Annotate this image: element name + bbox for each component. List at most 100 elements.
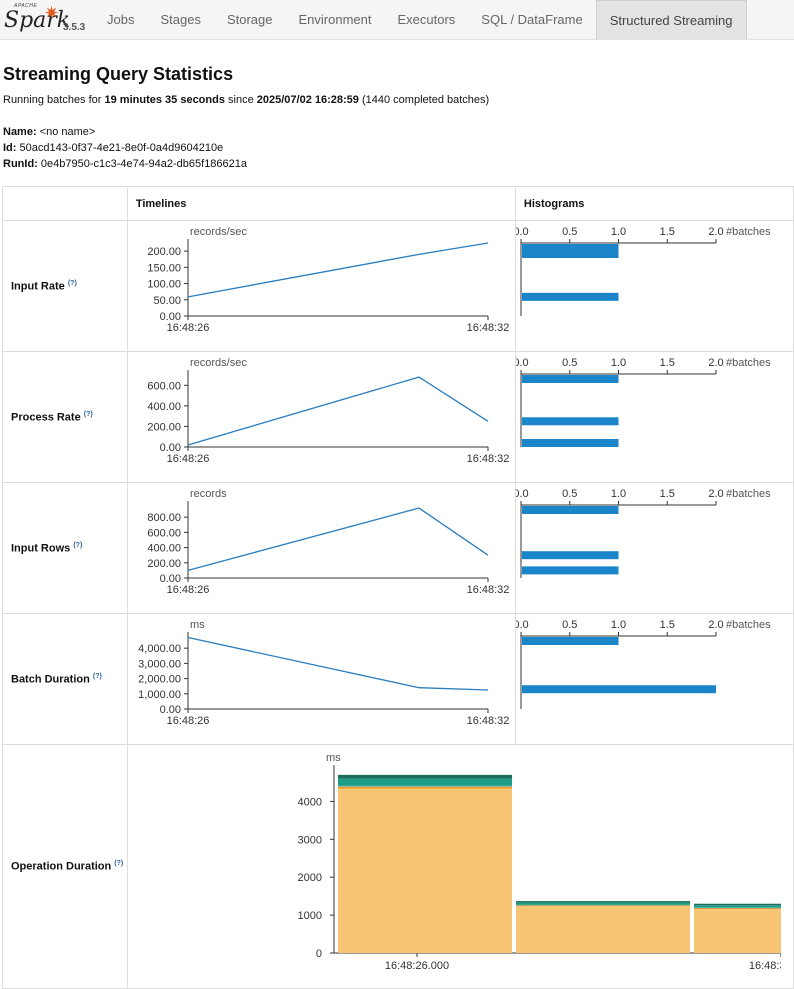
timeline-unit-label: records — [190, 488, 227, 500]
tab-jobs[interactable]: Jobs — [107, 12, 135, 27]
y-tick-label: 200.00 — [147, 421, 181, 433]
operation-duration-cell: ms 0 1000 2000 3000 4000 16:48:26.000 16:48:32.… — [126, 744, 794, 989]
timeline-unit-label: records/sec — [190, 226, 247, 238]
hist-tick-label: 0.5 — [562, 488, 577, 500]
y-tick-label: 800.00 — [147, 512, 181, 524]
row-process-rate: Process Rate (?) records/sec 0.00 200.00 40… — [2, 351, 794, 483]
stacked-bar-segment — [337, 786, 512, 788]
header-timelines: Timelines — [126, 186, 516, 221]
stacked-bar-segment — [515, 904, 690, 906]
y-tick-label: 600.00 — [147, 380, 181, 392]
nav-tabs: Jobs Stages Storage Environment Executor… — [94, 0, 747, 39]
help-icon[interactable]: (?) — [73, 541, 83, 549]
timeline-cell: ms 0.00 1,000.00 2,000.00 3,000.00 4,000.00 16… — [126, 613, 516, 745]
start-time: 2025/07/02 16:28:59 — [256, 94, 359, 106]
y-tick-label: 2,000.00 — [138, 674, 181, 686]
x-tick-label: 16:48:32 — [466, 584, 508, 596]
row-input-rate: Input Rate (?) records/sec 0.00 50.00 100.0… — [2, 220, 794, 352]
timeline-input-rows: records 0.00 200.00 400.00 600.00 800.00 16:48… — [147, 488, 509, 596]
help-icon[interactable]: (?) — [114, 860, 124, 868]
row-label-text: Batch Duration — [11, 673, 90, 686]
y-tick-label: 4000 — [297, 796, 321, 808]
operation-duration-chart: ms 0 1000 2000 3000 4000 16:48:26.000 16:48:32.… — [297, 752, 794, 972]
tab-structured-streaming[interactable]: Structured Streaming — [595, 0, 747, 39]
tab-executors[interactable]: Executors — [397, 12, 456, 27]
y-tick-label: 0.00 — [159, 704, 180, 716]
hist-tick-label: 0.5 — [562, 226, 577, 238]
x-tick-label: 16:48:26 — [166, 584, 209, 596]
tab-environment[interactable]: Environment — [298, 12, 372, 27]
y-tick-label: 100.00 — [147, 279, 181, 291]
x-tick-label: 16:48:32 — [466, 453, 508, 465]
row-operation-duration: Operation Duration (?) ms 0 1000 2000 3000 40… — [2, 744, 794, 989]
query-id: Id: 50acd143-0f37-4e21-8e0f-0a4d9604210e — [3, 142, 223, 154]
hist-tick-label: 0.5 — [562, 619, 577, 631]
timeline-batch-duration: ms 0.00 1,000.00 2,000.00 3,000.00 4,000.00 16… — [138, 619, 509, 727]
header-histograms: Histograms — [514, 186, 794, 221]
stacked-bar-segment — [515, 901, 690, 903]
hist-tick-label: 2.0 — [708, 488, 723, 500]
histogram-bar — [521, 375, 619, 383]
hist-tick-label: 0.0 — [516, 226, 529, 238]
id-label: Id: — [3, 142, 17, 154]
x-tick-label: 16:48:26 — [166, 453, 209, 465]
apache-label: APACHE — [14, 3, 38, 9]
spark-star-icon: ✷ — [44, 3, 60, 23]
help-icon[interactable]: (?) — [67, 279, 77, 287]
y-tick-label: 150.00 — [147, 262, 181, 274]
stacked-bar-segment — [337, 788, 512, 953]
y-tick-label: 200.00 — [147, 558, 181, 570]
hist-tick-label: 1.5 — [660, 619, 675, 631]
help-icon[interactable]: (?) — [92, 672, 102, 680]
stacked-bar-segment — [337, 785, 512, 787]
label-operation-duration: Operation Duration (?) — [2, 744, 128, 989]
row-input-rows: Input Rows (?) records 0.00 200.00 400.00 60… — [2, 482, 794, 614]
hist-tick-label: 1.0 — [611, 357, 626, 369]
running-duration: 19 minutes 35 seconds — [104, 94, 225, 106]
y-tick-label: 2000 — [297, 872, 321, 884]
y-tick-label: 1,000.00 — [138, 689, 181, 701]
header-blank — [2, 186, 128, 221]
histogram-input-rate: 0.0 0.5 1.0 1.5 2.0 #batches — [513, 226, 771, 316]
running-summary: Running batches for 19 minutes 35 second… — [3, 94, 489, 106]
histogram-process-rate: 0.0 0.5 1.0 1.5 2.0 #batches — [513, 357, 771, 447]
name-label: Name: — [3, 126, 37, 138]
series-line — [187, 507, 489, 572]
x-tick-label: 16:48:26 — [166, 715, 209, 727]
y-tick-label: 3,000.00 — [138, 658, 181, 670]
hist-tick-label: 2.0 — [708, 619, 723, 631]
tab-stages[interactable]: Stages — [160, 12, 201, 27]
spark-wordmark: Spark — [4, 8, 71, 33]
stacked-bar-segment — [515, 906, 690, 953]
spark-logo[interactable]: APACHE Spark ✷ 3.5.3 — [2, 2, 94, 38]
timeline-cell: records 0.00 200.00 400.00 600.00 800.00 16:48… — [126, 482, 516, 614]
histogram-input-rows: 0.0 0.5 1.0 1.5 2.0 #batches — [513, 488, 771, 578]
hist-tick-label: 0.5 — [562, 357, 577, 369]
header-row: Timelines Histograms — [2, 186, 794, 221]
row-label-text: Input Rows — [11, 542, 71, 555]
runid-label: RunId: — [3, 158, 38, 170]
tab-storage[interactable]: Storage — [226, 12, 273, 27]
completed-suffix: completed batches) — [390, 94, 490, 106]
series-line — [187, 636, 488, 691]
top-navbar: APACHE Spark ✷ 3.5.3 Jobs Stages Storage… — [0, 0, 794, 40]
stacked-bar-segment — [337, 787, 512, 789]
x-tick-label: 16:48:32.128 — [749, 960, 781, 972]
histogram-bar — [521, 417, 619, 426]
hist-unit-label: #batches — [726, 619, 771, 631]
tab-sql-dataframe[interactable]: SQL / DataFrame — [481, 12, 583, 27]
y-tick-label: 400.00 — [147, 401, 181, 413]
hist-tick-label: 0.0 — [516, 619, 529, 631]
label-batch-duration: Batch Duration (?) — [2, 613, 128, 745]
runid-value: 0e4b7950-c1c3-4e74-94a2-db65f186621a — [40, 158, 248, 170]
id-value: 50acd143-0f37-4e21-8e0f-0a4d9604210e — [19, 142, 224, 154]
hist-tick-label: 1.5 — [660, 488, 675, 500]
histogram-bar — [521, 244, 619, 258]
histogram-cell: 0.0 0.5 1.0 1.5 2.0 #batches — [513, 613, 794, 745]
name-value: <no name> — [39, 126, 96, 138]
help-icon[interactable]: (?) — [83, 410, 93, 418]
histogram-cell: 0.0 0.5 1.0 1.5 2.0 #batches — [513, 220, 794, 352]
y-tick-label: 4,000.00 — [138, 643, 181, 655]
hist-tick-label: 0.0 — [516, 357, 529, 369]
query-runid: RunId: 0e4b7950-c1c3-4e74-94a2-db65f1866… — [3, 158, 247, 170]
